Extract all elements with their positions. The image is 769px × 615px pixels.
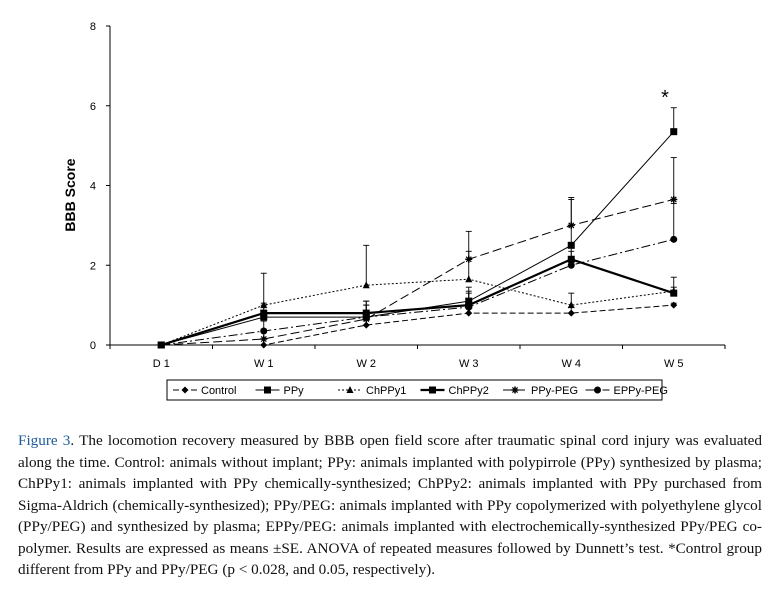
x-tick-label: W 2 bbox=[356, 358, 376, 370]
legend-item-chppy2: ChPPy2 bbox=[420, 385, 489, 397]
data-point bbox=[157, 341, 165, 349]
y-tick-label: 4 bbox=[90, 181, 96, 193]
axes: 0 2 4 6 8 D 1 W 1 W 2 W 3 W 4 W 5 bbox=[90, 21, 726, 370]
data-point bbox=[670, 128, 678, 136]
legend-label: EPPy-PEG bbox=[614, 385, 668, 397]
data-point bbox=[465, 275, 473, 283]
series-eppy-peg bbox=[157, 202, 678, 349]
series-line bbox=[161, 131, 675, 346]
marker-stroke bbox=[260, 335, 267, 343]
series-line bbox=[161, 238, 674, 346]
data-point bbox=[670, 195, 678, 203]
legend-item-eppy-peg: EPPy-PEG bbox=[585, 385, 668, 397]
legend-box bbox=[166, 379, 663, 401]
data-point bbox=[465, 303, 473, 311]
data-point bbox=[362, 313, 370, 321]
marker-stroke bbox=[511, 386, 519, 394]
legend-label: ChPPy1 bbox=[366, 385, 406, 397]
bbb-score-line-chart: 0 2 4 6 8 D 1 W 1 W 2 W 3 W 4 W 5 BBB Score * Cont… bbox=[62, 21, 726, 401]
legend-marker bbox=[264, 386, 271, 394]
marker-stroke bbox=[465, 256, 472, 263]
y-tick-label: 8 bbox=[90, 21, 96, 33]
legend-label: PPy bbox=[284, 385, 305, 397]
series-line bbox=[161, 198, 674, 346]
series-control bbox=[157, 298, 678, 349]
series-line bbox=[160, 258, 675, 347]
data-point bbox=[260, 335, 268, 343]
legend-item-ppy: PPy bbox=[255, 385, 305, 397]
legend-label: PPy-PEG bbox=[531, 385, 578, 397]
data-point bbox=[567, 309, 575, 317]
series-chppy1 bbox=[157, 244, 678, 348]
data-point bbox=[465, 309, 473, 317]
figure-label: Figure 3 bbox=[18, 432, 71, 449]
data-point bbox=[362, 321, 370, 329]
y-tick-label: 6 bbox=[90, 101, 96, 113]
data-point bbox=[260, 341, 268, 349]
data-point bbox=[362, 281, 370, 289]
legend-label: ChPPy2 bbox=[449, 385, 489, 397]
legend-item-control: Control bbox=[173, 385, 236, 397]
marker-stroke bbox=[568, 222, 575, 229]
data-point bbox=[567, 221, 575, 229]
data-point bbox=[260, 327, 268, 335]
y-tick-label: 0 bbox=[90, 340, 96, 352]
y-axis-label: BBB Score bbox=[62, 158, 78, 231]
legend-marker bbox=[346, 386, 354, 393]
y-tick-label: 2 bbox=[90, 260, 96, 272]
legend-item-ppy-peg: PPy-PEG bbox=[503, 385, 578, 397]
significance-asterisk: * bbox=[661, 87, 669, 109]
marker-stroke bbox=[670, 196, 677, 203]
x-tick-label: W 5 bbox=[664, 358, 684, 370]
x-tick-label: D 1 bbox=[153, 358, 170, 370]
legend-label: Control bbox=[201, 385, 236, 397]
data-point bbox=[260, 313, 268, 321]
x-tick-label: W 3 bbox=[459, 358, 479, 370]
data-point bbox=[567, 301, 575, 309]
x-tick-label: W 4 bbox=[561, 358, 581, 370]
legend-item-chppy1: ChPPy1 bbox=[338, 385, 406, 397]
series-line bbox=[161, 304, 674, 346]
data-point bbox=[670, 235, 678, 243]
series-chppy2 bbox=[157, 250, 678, 349]
data-point bbox=[670, 289, 678, 297]
legend: Control PPy ChPPy1 ChPPy2 PPy-PEG EPPy-PEG bbox=[166, 379, 668, 401]
data-point bbox=[670, 301, 678, 309]
x-tick-label: W 1 bbox=[254, 358, 274, 370]
legend-marker bbox=[181, 386, 189, 394]
data-point bbox=[567, 261, 575, 269]
data-point bbox=[260, 309, 268, 317]
series-line bbox=[161, 278, 674, 346]
figure-caption: Figure 3. The locomotion recovery measur… bbox=[18, 430, 762, 581]
caption-text: . The locomotion recovery measured by BB… bbox=[18, 432, 763, 578]
series-ppy-peg bbox=[157, 157, 678, 349]
legend-marker bbox=[429, 386, 436, 394]
legend-marker bbox=[511, 386, 519, 394]
plot-area bbox=[157, 107, 678, 349]
data-point bbox=[465, 255, 473, 263]
legend-marker bbox=[594, 386, 601, 394]
